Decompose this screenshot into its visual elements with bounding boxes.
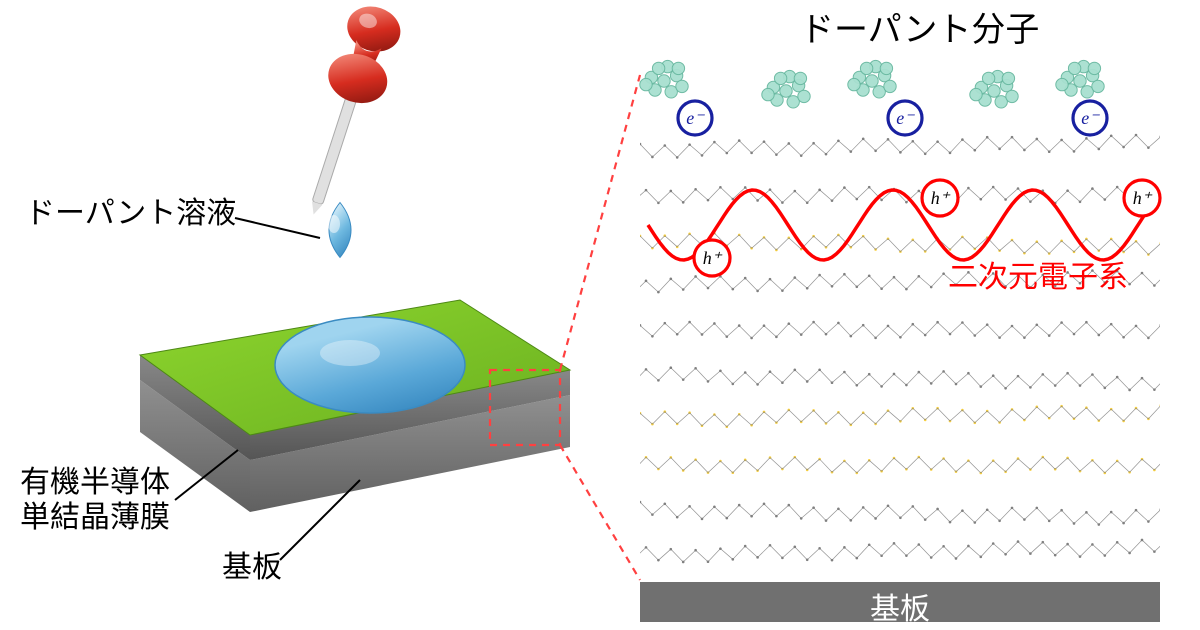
callout-line-1 xyxy=(560,445,640,580)
puddle-highlight xyxy=(320,340,380,366)
label-substrate-left: 基板 xyxy=(222,542,282,586)
molecular-lattice xyxy=(614,134,1181,564)
electron-marker: e⁻ xyxy=(1073,101,1107,135)
solution-puddle xyxy=(275,317,465,413)
hole-marker: h⁺ xyxy=(922,180,958,216)
electron-marker: e⁻ xyxy=(678,101,712,135)
label-substrate-right: 基板 xyxy=(870,584,930,628)
dropper xyxy=(285,0,409,224)
droplet xyxy=(328,203,351,258)
svg-text:e⁻: e⁻ xyxy=(896,108,915,128)
callout-line-0 xyxy=(560,75,640,370)
svg-text:h⁺: h⁺ xyxy=(1133,188,1153,208)
dopant-molecule xyxy=(640,60,688,98)
dopant-molecule xyxy=(1056,60,1104,98)
label-organic-semiconductor: 有機半導体 単結晶薄膜 xyxy=(20,466,170,535)
svg-text:h⁺: h⁺ xyxy=(931,188,951,208)
dopant-molecule xyxy=(848,60,896,98)
svg-text:e⁻: e⁻ xyxy=(686,108,705,128)
dopant-molecule xyxy=(762,70,810,108)
label-organic-line1: 有機半導体 xyxy=(20,466,170,499)
hole-marker: h⁺ xyxy=(1124,180,1160,216)
label-organic-line2: 単結晶薄膜 xyxy=(20,501,170,534)
leader-dopant-solution xyxy=(235,218,320,238)
label-dopant-solution: ドーパント溶液 xyxy=(25,188,236,232)
label-2d-electron-system: 二次元電子系 xyxy=(948,252,1128,296)
svg-text:e⁻: e⁻ xyxy=(1081,108,1100,128)
label-dopant-molecule: ドーパント分子 xyxy=(800,2,1039,51)
electron-marker: e⁻ xyxy=(888,101,922,135)
hole-marker: h⁺ xyxy=(694,240,730,276)
dopant-molecule xyxy=(970,70,1018,108)
svg-text:h⁺: h⁺ xyxy=(703,248,723,268)
